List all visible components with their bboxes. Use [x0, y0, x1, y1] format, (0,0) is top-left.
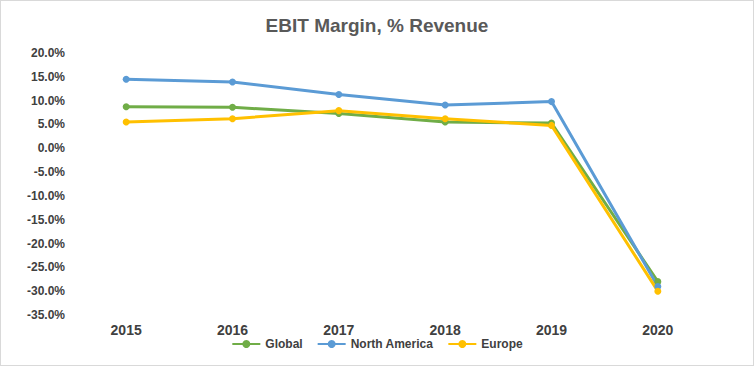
svg-text:EBIT Margin, % Revenue: EBIT Margin, % Revenue [266, 15, 489, 36]
svg-text:2016: 2016 [217, 322, 248, 338]
svg-text:-5.0%: -5.0% [34, 165, 66, 179]
svg-text:-10.0%: -10.0% [27, 189, 65, 203]
svg-text:5.0%: 5.0% [38, 117, 66, 131]
svg-text:North America: North America [351, 337, 434, 351]
svg-text:2020: 2020 [642, 322, 673, 338]
svg-text:2019: 2019 [536, 322, 567, 338]
svg-text:10.0%: 10.0% [31, 94, 65, 108]
svg-text:-30.0%: -30.0% [27, 284, 65, 298]
svg-text:0.0%: 0.0% [38, 141, 66, 155]
svg-text:-15.0%: -15.0% [27, 213, 65, 227]
svg-text:2017: 2017 [323, 322, 354, 338]
svg-text:-20.0%: -20.0% [27, 237, 65, 251]
svg-text:15.0%: 15.0% [31, 70, 65, 84]
svg-text:20.0%: 20.0% [31, 46, 65, 60]
svg-text:-35.0%: -35.0% [27, 308, 65, 322]
svg-text:Global: Global [265, 337, 302, 351]
svg-text:-25.0%: -25.0% [27, 260, 65, 274]
svg-text:2015: 2015 [111, 322, 142, 338]
svg-text:2018: 2018 [430, 322, 461, 338]
svg-text:Europe: Europe [481, 337, 523, 351]
